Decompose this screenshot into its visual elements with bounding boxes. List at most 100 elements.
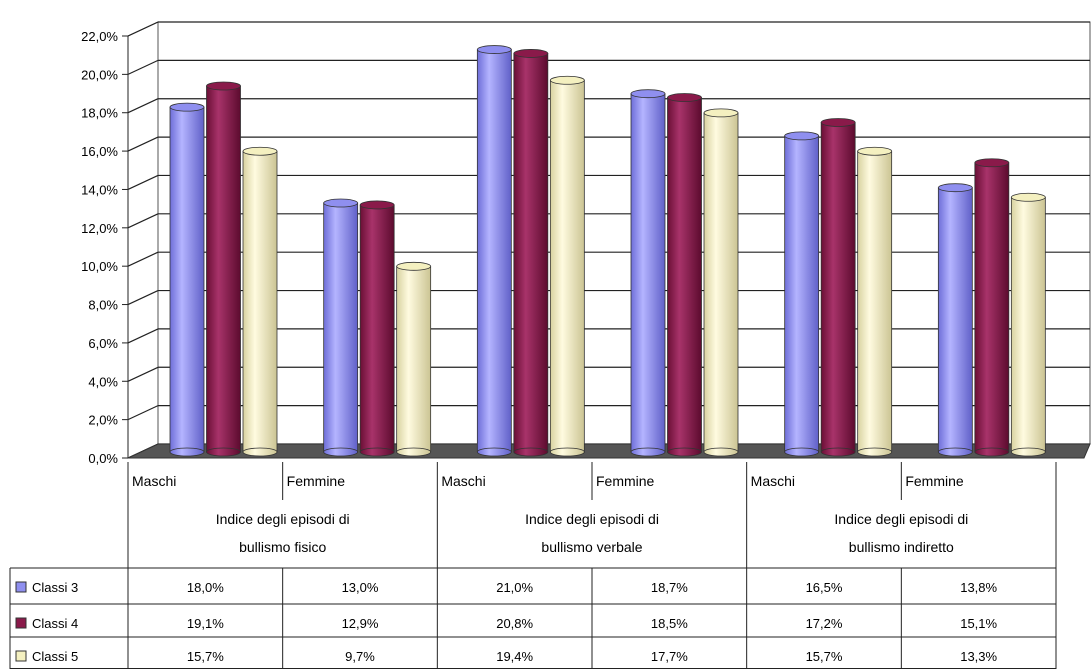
data-label: 17,7% (651, 649, 688, 664)
bar-body (242, 150, 278, 453)
gridline-side (127, 174, 159, 190)
data-label: 21,0% (496, 580, 533, 595)
gridline-side (127, 290, 159, 306)
bar-top (703, 108, 739, 118)
y-tick-label: 8,0% (88, 298, 118, 313)
bar-base (169, 447, 205, 457)
legend-label: Classi 5 (32, 649, 78, 664)
gridlines (127, 21, 1090, 459)
gridline-side (127, 21, 159, 37)
bar-1-4 (820, 118, 856, 457)
bar-2-4 (857, 146, 893, 457)
bar-base (1010, 447, 1046, 457)
bar-1-5 (974, 158, 1010, 457)
bar-top (1010, 192, 1046, 202)
bar-body (703, 112, 739, 453)
bar-0-1 (323, 198, 359, 457)
bar-top (476, 45, 512, 54)
data-label: 13,0% (342, 580, 379, 595)
y-tick-label: 6,0% (88, 336, 118, 351)
bar-base (857, 447, 893, 457)
bar-0-5 (937, 183, 973, 457)
bar-body (1010, 196, 1046, 453)
category-label: Maschi (751, 473, 795, 489)
bar-body (820, 122, 856, 453)
bar-body (549, 79, 585, 453)
bar-1-1 (359, 200, 395, 457)
gridline-side (127, 366, 159, 382)
bar-base (784, 447, 820, 457)
bar-base (513, 447, 549, 457)
bar-base (242, 447, 278, 457)
bar-base (323, 447, 359, 457)
data-label: 9,7% (345, 649, 375, 664)
bars (169, 45, 1046, 457)
y-tick-label: 18,0% (81, 106, 118, 121)
bar-body (857, 150, 893, 453)
gridline-side (127, 136, 159, 152)
bar-base (476, 447, 512, 457)
category-label: Maschi (132, 473, 176, 489)
bar-top (630, 89, 666, 99)
y-tick-label: 14,0% (81, 182, 118, 197)
y-tick-label: 22,0% (81, 29, 118, 44)
bar-top (784, 131, 820, 141)
data-label: 13,3% (960, 649, 997, 664)
bar-top (242, 146, 278, 156)
bar-base (359, 447, 395, 457)
data-label: 20,8% (496, 616, 533, 631)
plot-walls (127, 21, 1091, 459)
legend-swatch (15, 617, 27, 629)
bar-1-0 (206, 81, 241, 457)
bar-0-3 (630, 89, 666, 457)
bar-0-2 (476, 45, 512, 457)
bar-base (974, 447, 1010, 457)
side-wall (127, 21, 159, 459)
y-tick-label: 20,0% (81, 67, 118, 82)
bar-0-4 (784, 131, 820, 457)
bar-body (937, 187, 973, 453)
bar-2-5 (1010, 192, 1046, 457)
bar-base (549, 447, 585, 457)
data-label: 15,7% (806, 649, 843, 664)
data-label: 18,7% (651, 580, 688, 595)
bar-base (206, 447, 241, 457)
data-label: 17,2% (806, 616, 843, 631)
gridline-side (127, 328, 159, 344)
group-label-line1: Indice degli episodi di (216, 511, 350, 527)
bar-top (820, 118, 856, 127)
gridline-side (127, 405, 159, 421)
bar-body (396, 265, 432, 453)
bar-body (476, 49, 512, 453)
bar-top (359, 200, 395, 210)
data-label: 19,4% (496, 649, 533, 664)
bar-top (169, 102, 205, 112)
bar-body (630, 93, 666, 453)
back-wall (157, 21, 1091, 445)
bar-body (169, 106, 205, 453)
bar-2-2 (549, 75, 585, 457)
bar-body (667, 97, 702, 453)
bar-body (784, 135, 820, 453)
data-label: 15,7% (187, 649, 224, 664)
bar-base (820, 447, 856, 457)
bar-top (857, 146, 893, 156)
y-tick-label: 12,0% (81, 221, 118, 236)
gridline-side (127, 59, 159, 75)
y-tick-label: 10,0% (81, 259, 118, 274)
data-label: 12,9% (342, 616, 379, 631)
y-axis-tick-labels: 0,0% 2,0% 4,0% 6,0% 8,0% 10,0% 12,0% 14,0% 16,0%… (81, 29, 129, 466)
legend-label: Classi 3 (32, 580, 78, 595)
legend-label: Classi 4 (32, 616, 78, 631)
bar-body (323, 202, 359, 453)
bar-body (513, 53, 549, 453)
bar-base (937, 447, 973, 457)
gridline-side (127, 251, 159, 267)
y-tick-label: 0,0% (88, 451, 118, 466)
legend-swatch (15, 581, 27, 593)
bar-base (667, 447, 702, 457)
bar-base (703, 447, 739, 457)
category-label: Maschi (441, 473, 485, 489)
category-label: Femmine (596, 473, 655, 489)
data-label: 19,1% (187, 616, 224, 631)
